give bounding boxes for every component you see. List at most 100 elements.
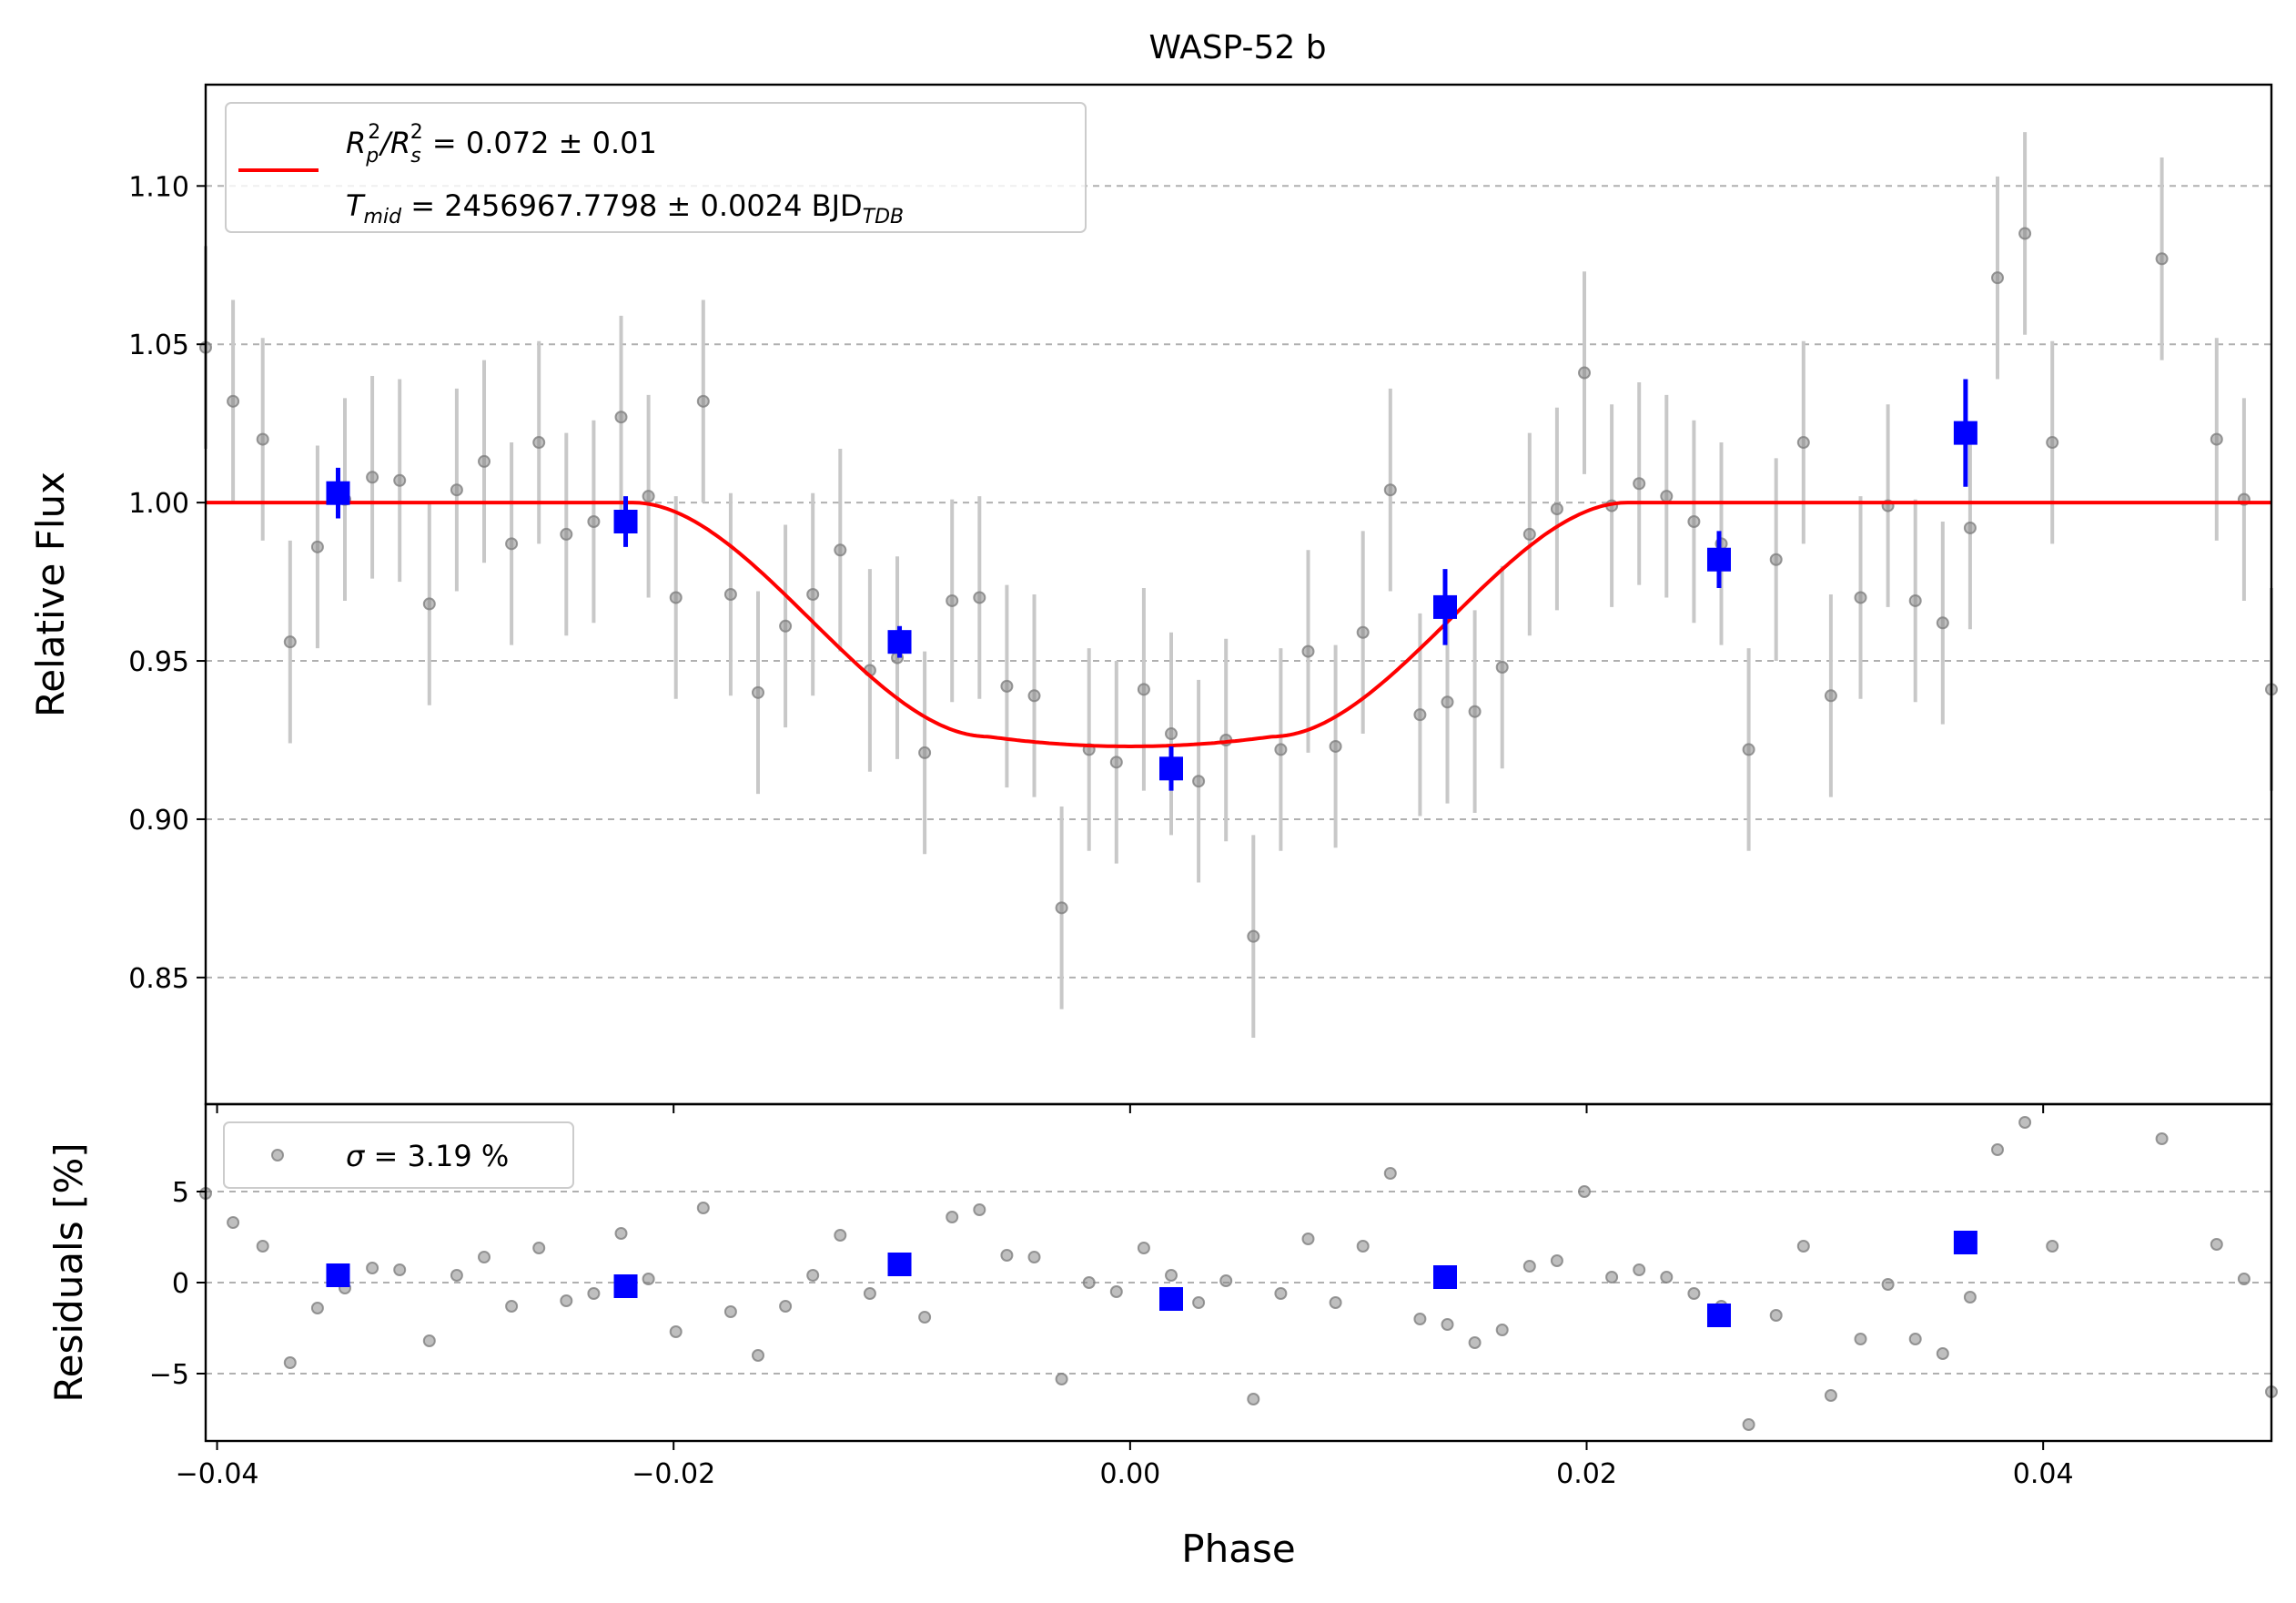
residual-point [366, 1262, 379, 1274]
top-y-tick-label: 1.10 [128, 171, 189, 203]
raw-point [1027, 689, 1041, 703]
x-tick-label: 0.04 [2013, 1458, 2074, 1490]
residual-point [1274, 1287, 1288, 1300]
residual-point [1441, 1318, 1454, 1331]
residual-point [973, 1203, 986, 1216]
residual-point [1219, 1274, 1233, 1287]
residual-point [478, 1251, 491, 1263]
raw-point [1468, 705, 1482, 718]
top-frame [204, 83, 2273, 1106]
residual-point [1633, 1263, 1646, 1276]
raw-point [1963, 521, 1977, 534]
raw-point [642, 490, 655, 503]
residual-point [1082, 1276, 1096, 1289]
residual-point [1356, 1240, 1370, 1253]
top-legend-box [225, 102, 1087, 233]
binned-point [1706, 547, 1731, 572]
bottom-gridlines [206, 1191, 2271, 1375]
top-x-ticks [216, 1104, 2045, 1113]
residual-point [1000, 1249, 1014, 1262]
raw-point [946, 594, 959, 607]
raw-point [393, 473, 407, 487]
residual-point [1854, 1333, 1867, 1345]
raw-point [560, 527, 573, 541]
raw-point [1495, 661, 1509, 674]
residual-point [587, 1287, 601, 1300]
raw-point [1633, 477, 1646, 491]
raw-point [1769, 553, 1783, 566]
top-raw-points [199, 227, 2278, 943]
top-y-tick-label: 0.90 [128, 805, 189, 837]
top-legend-label-1: Rp2/Rs2 = 0.072 ± 0.01 [346, 121, 657, 167]
raw-point [1522, 527, 1536, 541]
raw-point [532, 436, 546, 450]
raw-point [1936, 616, 1949, 630]
binned-residual-point [1706, 1304, 1731, 1327]
binned-point [887, 630, 912, 654]
binned-point [1433, 594, 1457, 619]
raw-point [366, 471, 379, 484]
residual-point [422, 1334, 436, 1347]
residual-point [1742, 1418, 1755, 1431]
residual-point [1796, 1240, 1810, 1253]
top-gridlines [206, 185, 2271, 979]
raw-point [2018, 227, 2032, 240]
raw-point [918, 746, 932, 759]
x-tick-label: −0.02 [632, 1458, 715, 1490]
bottom-legend-box [223, 1121, 574, 1189]
bottom-legend: σ = 3.19 % [223, 1121, 574, 1189]
residual-point [834, 1229, 847, 1242]
residual-point [752, 1349, 765, 1362]
residual-point [227, 1216, 240, 1229]
residual-point [1468, 1336, 1482, 1349]
raw-point [669, 591, 683, 604]
raw-point [450, 483, 463, 497]
binned-residual-point [613, 1274, 638, 1298]
residual-point [2237, 1273, 2250, 1285]
top-ylabel: Relative Flux [28, 472, 73, 717]
binned-residual-point [887, 1253, 912, 1276]
raw-point [752, 685, 765, 699]
raw-point [1137, 683, 1150, 696]
residual-point [696, 1202, 710, 1214]
top-y-ticks: 0.85 0.90 0.95 1.00 1.05 1.10 [128, 171, 206, 995]
raw-point [1578, 366, 1592, 380]
raw-point [422, 597, 436, 611]
raw-point [505, 537, 519, 551]
raw-point [587, 515, 601, 528]
raw-point [723, 588, 737, 601]
residual-point [256, 1240, 269, 1253]
residual-point [1413, 1313, 1427, 1325]
raw-point [1165, 727, 1178, 741]
residual-point [1578, 1185, 1592, 1198]
top-binned-points [326, 379, 1977, 791]
residual-point [283, 1356, 297, 1369]
raw-point [1274, 743, 1288, 756]
raw-point [834, 543, 847, 557]
residual-point [532, 1242, 546, 1254]
residual-point [1055, 1373, 1068, 1385]
residual-point [2155, 1132, 2169, 1145]
residual-point [1192, 1296, 1206, 1309]
binned-residual-point [1433, 1265, 1457, 1289]
raw-point [1055, 901, 1068, 915]
residual-point [1991, 1143, 2005, 1156]
residual-point [863, 1287, 876, 1300]
raw-point [1660, 490, 1674, 503]
bottom-y-tick-label: −5 [149, 1359, 189, 1391]
raw-point [478, 454, 491, 468]
chart-title: WASP-52 b [1148, 29, 1326, 66]
raw-point [1824, 689, 1837, 703]
residual-point [1605, 1271, 1619, 1283]
residual-point [1550, 1254, 1563, 1267]
bottom-x-ticks: −0.04 −0.02 0.00 0.02 0.04 [176, 1441, 2074, 1490]
residual-point [393, 1263, 407, 1276]
transit-model-line [206, 501, 2271, 748]
raw-point [1413, 708, 1427, 722]
residual-point [1963, 1291, 1977, 1304]
residual-point [1027, 1251, 1041, 1263]
residual-point [946, 1211, 959, 1223]
raw-point [1109, 756, 1123, 769]
top-legend-label-2: Tmid = 2456967.7798 ± 0.0024 BJDTDB [346, 188, 904, 228]
